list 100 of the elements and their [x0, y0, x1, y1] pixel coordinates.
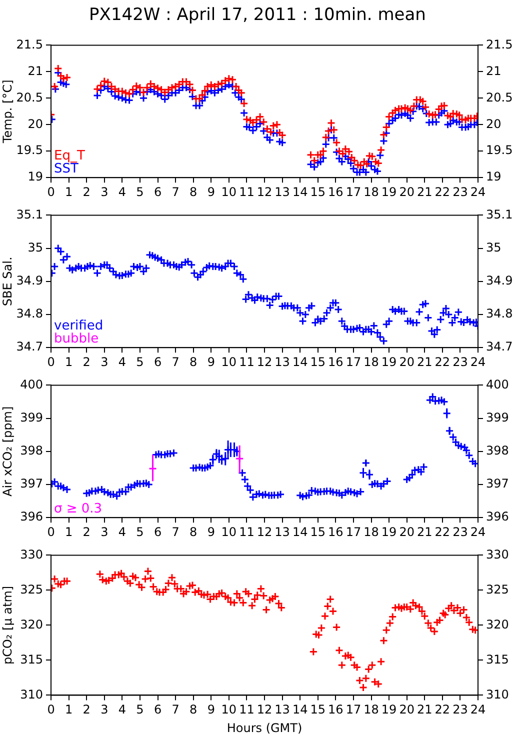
- y2-tick-label: 400: [486, 377, 509, 392]
- x-tick-label: 7: [172, 184, 180, 199]
- y-tick-label: 398: [20, 444, 43, 458]
- y-tick-label: 310: [20, 687, 43, 702]
- x-tick-label: 10: [221, 524, 237, 539]
- x-tick-label: 15: [310, 702, 326, 717]
- x-tick-label: 24: [470, 524, 486, 539]
- x-tick-label: 21: [416, 354, 432, 369]
- x-tick-label: 14: [292, 524, 308, 539]
- chart-title: PX142W : April 17, 2011 : 10min. mean: [88, 4, 427, 27]
- x-tick-label: 6: [154, 524, 162, 539]
- legend-label: bubble: [54, 332, 99, 347]
- y-tick-label: 34.9: [16, 274, 43, 288]
- y2-tick-label: 21: [486, 64, 502, 78]
- x-tick-label: 22: [434, 524, 450, 539]
- x-tick-label: 4: [118, 184, 126, 199]
- x-tick-label: 16: [328, 354, 344, 369]
- y-tick-label: 315: [20, 652, 43, 666]
- x-tick-label: 20: [399, 184, 414, 199]
- x-tick-label: 14: [292, 702, 308, 717]
- text: σ ≥ 0.3: [54, 502, 102, 517]
- y2-tick-label: 35: [486, 240, 502, 254]
- x-tick-label: 2: [82, 524, 90, 539]
- x-tick-label: 12: [256, 524, 272, 539]
- y-axis-title: Air xCO₂ [ppm]: [0, 406, 14, 496]
- x-tick-label: 18: [364, 702, 379, 717]
- y-tick-label: 35: [28, 240, 43, 254]
- x-tick-label: 22: [434, 702, 450, 717]
- x-tick-label: 0: [47, 184, 55, 199]
- x-tick-label: 3: [100, 184, 108, 199]
- x-tick-label: 4: [118, 354, 126, 369]
- y-tick-label: 399: [20, 410, 43, 424]
- x-tick-label: 19: [381, 184, 397, 199]
- x-tick-label: 14: [292, 184, 308, 199]
- x-tick-label: 13: [274, 702, 290, 717]
- y2-tick-label: 398: [486, 444, 509, 458]
- x-tick-label: 3: [100, 702, 108, 717]
- y2-tick-label: 315: [486, 652, 509, 666]
- x-tick-label: 13: [274, 524, 290, 539]
- y-tick-label: 21: [28, 64, 43, 78]
- x-tick-label: 0: [47, 524, 55, 539]
- y2-tick-label: 19.5: [486, 143, 513, 158]
- x-tick-label: 20: [399, 702, 414, 717]
- x-tick-label: 7: [172, 702, 180, 717]
- y-tick-label: 34.8: [16, 306, 43, 321]
- y2-tick-label: 325: [486, 582, 509, 596]
- x-tick-label: 6: [154, 354, 162, 369]
- y-tick-label: 19.5: [16, 143, 43, 158]
- x-tick-label: 11: [239, 702, 254, 717]
- x-tick-label: 1: [64, 524, 73, 539]
- x-tick-label: 6: [154, 184, 162, 199]
- x-tick-label: 5: [136, 524, 144, 539]
- x-tick-label: 5: [136, 184, 144, 199]
- x-tick-label: 10: [221, 184, 237, 199]
- x-tick-label: 22: [434, 354, 450, 369]
- y-axis-title: pCO₂ [μ atm]: [0, 586, 14, 665]
- y-tick-label: 19: [28, 170, 43, 184]
- x-tick-label: 24: [470, 702, 486, 717]
- x-tick-label: 20: [399, 524, 414, 539]
- y-tick-label: 20: [28, 116, 43, 131]
- y2-tick-label: 34.7: [486, 340, 513, 354]
- x-tick-label: 23: [452, 702, 468, 717]
- x-tick-label: 17: [346, 354, 362, 369]
- y2-tick-label: 19: [486, 170, 502, 184]
- x-tick-label: 4: [118, 702, 126, 717]
- y-tick-label: 397: [20, 476, 43, 491]
- x-tick-label: 21: [416, 524, 432, 539]
- y2-tick-label: 20: [486, 116, 502, 131]
- x-tick-label: 13: [274, 184, 290, 199]
- y-tick-label: 330: [20, 547, 43, 562]
- x-tick-label: 3: [100, 354, 108, 369]
- y-tick-label: 34.7: [16, 340, 43, 354]
- x-tick-label: 14: [292, 354, 308, 369]
- x-tick-label: 8: [190, 702, 198, 717]
- text: SST: [54, 162, 79, 177]
- y-tick-label: 21.5: [16, 37, 43, 52]
- x-tick-label: 16: [328, 524, 344, 539]
- x-tick-label: 8: [190, 184, 198, 199]
- x-tick-label: 16: [328, 184, 344, 199]
- x-tick-label: 9: [207, 184, 215, 199]
- x-tick-label: 21: [416, 184, 432, 199]
- y-tick-label: 325: [20, 582, 43, 596]
- x-tick-label: 5: [136, 702, 144, 717]
- x-tick-label: 2: [82, 702, 90, 717]
- x-tick-label: 1: [64, 702, 73, 717]
- text: Eq_T: [54, 148, 85, 164]
- y2-tick-label: 34.9: [486, 274, 513, 288]
- y2-tick-label: 20.5: [486, 90, 513, 104]
- x-tick-label: 10: [221, 354, 237, 369]
- y2-tick-label: 35.1: [486, 207, 513, 222]
- y2-tick-label: 396: [486, 510, 509, 524]
- x-tick-label: 11: [239, 354, 254, 369]
- x-tick-label: 23: [452, 354, 468, 369]
- x-tick-label: 2: [82, 184, 90, 199]
- x-tick-label: 3: [100, 524, 108, 539]
- x-tick-label: 15: [310, 184, 326, 199]
- x-tick-label: 15: [310, 524, 326, 539]
- x-tick-label: 15: [310, 354, 326, 369]
- y-tick-label: 320: [20, 617, 43, 632]
- x-tick-label: 12: [256, 354, 272, 369]
